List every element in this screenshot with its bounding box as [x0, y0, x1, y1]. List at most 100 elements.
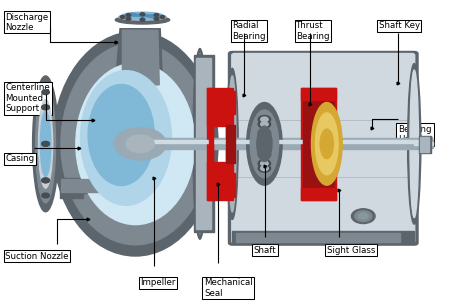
Circle shape	[126, 14, 131, 17]
Text: Radial
Bearing: Radial Bearing	[232, 21, 266, 41]
FancyBboxPatch shape	[301, 88, 336, 100]
Ellipse shape	[316, 113, 338, 175]
Ellipse shape	[195, 54, 205, 233]
Circle shape	[358, 213, 368, 219]
Ellipse shape	[122, 12, 163, 19]
Circle shape	[351, 209, 375, 223]
FancyBboxPatch shape	[414, 140, 433, 148]
Circle shape	[197, 58, 203, 62]
Circle shape	[197, 229, 203, 233]
FancyBboxPatch shape	[60, 178, 126, 193]
Circle shape	[114, 128, 166, 160]
FancyBboxPatch shape	[209, 91, 235, 114]
FancyBboxPatch shape	[136, 140, 419, 143]
FancyBboxPatch shape	[209, 173, 235, 197]
Circle shape	[258, 120, 271, 128]
Circle shape	[258, 140, 271, 148]
Ellipse shape	[320, 129, 333, 159]
Circle shape	[154, 17, 159, 20]
Ellipse shape	[115, 16, 170, 24]
Text: Bearing
Housing: Bearing Housing	[398, 125, 433, 144]
Circle shape	[355, 211, 372, 221]
Circle shape	[258, 165, 271, 172]
FancyBboxPatch shape	[207, 162, 233, 200]
FancyBboxPatch shape	[236, 233, 400, 242]
FancyBboxPatch shape	[419, 136, 431, 153]
Circle shape	[42, 105, 49, 110]
Circle shape	[261, 142, 268, 146]
Circle shape	[197, 226, 203, 230]
Circle shape	[154, 14, 159, 17]
Circle shape	[42, 105, 49, 110]
Text: Suction Nozzle: Suction Nozzle	[5, 252, 69, 261]
Circle shape	[42, 90, 49, 95]
FancyBboxPatch shape	[301, 188, 336, 200]
Circle shape	[261, 166, 268, 171]
Ellipse shape	[61, 43, 210, 245]
Circle shape	[160, 15, 164, 18]
Ellipse shape	[53, 32, 218, 256]
Polygon shape	[115, 29, 163, 85]
Ellipse shape	[33, 76, 59, 212]
Ellipse shape	[246, 102, 282, 185]
Ellipse shape	[410, 70, 419, 217]
Circle shape	[261, 153, 268, 157]
Circle shape	[258, 151, 271, 159]
FancyBboxPatch shape	[196, 58, 211, 230]
Circle shape	[42, 178, 49, 183]
Ellipse shape	[81, 71, 172, 205]
Circle shape	[126, 17, 131, 20]
FancyBboxPatch shape	[136, 138, 419, 149]
FancyBboxPatch shape	[209, 91, 213, 197]
Ellipse shape	[227, 68, 238, 220]
Circle shape	[42, 178, 49, 183]
FancyBboxPatch shape	[303, 89, 334, 198]
Circle shape	[197, 108, 203, 112]
Circle shape	[258, 160, 271, 167]
FancyBboxPatch shape	[60, 192, 83, 198]
Circle shape	[140, 13, 145, 16]
FancyBboxPatch shape	[414, 142, 433, 145]
FancyBboxPatch shape	[420, 137, 429, 152]
FancyBboxPatch shape	[207, 88, 213, 200]
Polygon shape	[122, 30, 159, 85]
Ellipse shape	[311, 102, 342, 185]
FancyBboxPatch shape	[232, 231, 414, 243]
Circle shape	[197, 100, 203, 104]
Circle shape	[258, 116, 271, 123]
Circle shape	[42, 142, 49, 146]
Text: Thrust
Bearing: Thrust Bearing	[296, 21, 329, 41]
Circle shape	[261, 130, 268, 135]
Circle shape	[126, 135, 155, 153]
Circle shape	[120, 15, 125, 18]
Text: Centerline
Mounted
Support: Centerline Mounted Support	[5, 83, 50, 113]
Ellipse shape	[193, 49, 207, 239]
Circle shape	[197, 55, 203, 59]
Ellipse shape	[76, 63, 195, 225]
Circle shape	[197, 184, 203, 188]
FancyBboxPatch shape	[98, 192, 121, 198]
FancyBboxPatch shape	[301, 88, 336, 200]
Text: Shaft Key: Shaft Key	[379, 21, 420, 31]
Circle shape	[261, 117, 268, 122]
Text: Shaft: Shaft	[254, 246, 276, 255]
FancyBboxPatch shape	[226, 125, 236, 163]
Text: Casing: Casing	[5, 154, 35, 163]
Circle shape	[261, 161, 268, 166]
Circle shape	[258, 129, 271, 137]
Ellipse shape	[408, 63, 421, 224]
FancyBboxPatch shape	[194, 55, 214, 233]
Ellipse shape	[119, 14, 166, 20]
Ellipse shape	[250, 110, 279, 178]
Ellipse shape	[257, 126, 272, 162]
Ellipse shape	[38, 100, 53, 188]
Circle shape	[42, 193, 49, 198]
Circle shape	[261, 122, 268, 127]
Text: Mechanical
Seal: Mechanical Seal	[204, 278, 253, 297]
Circle shape	[140, 18, 145, 21]
FancyBboxPatch shape	[228, 51, 418, 245]
FancyBboxPatch shape	[207, 88, 233, 126]
Text: Discharge
Nozzle: Discharge Nozzle	[5, 12, 49, 32]
FancyBboxPatch shape	[61, 179, 125, 192]
Circle shape	[42, 142, 49, 146]
